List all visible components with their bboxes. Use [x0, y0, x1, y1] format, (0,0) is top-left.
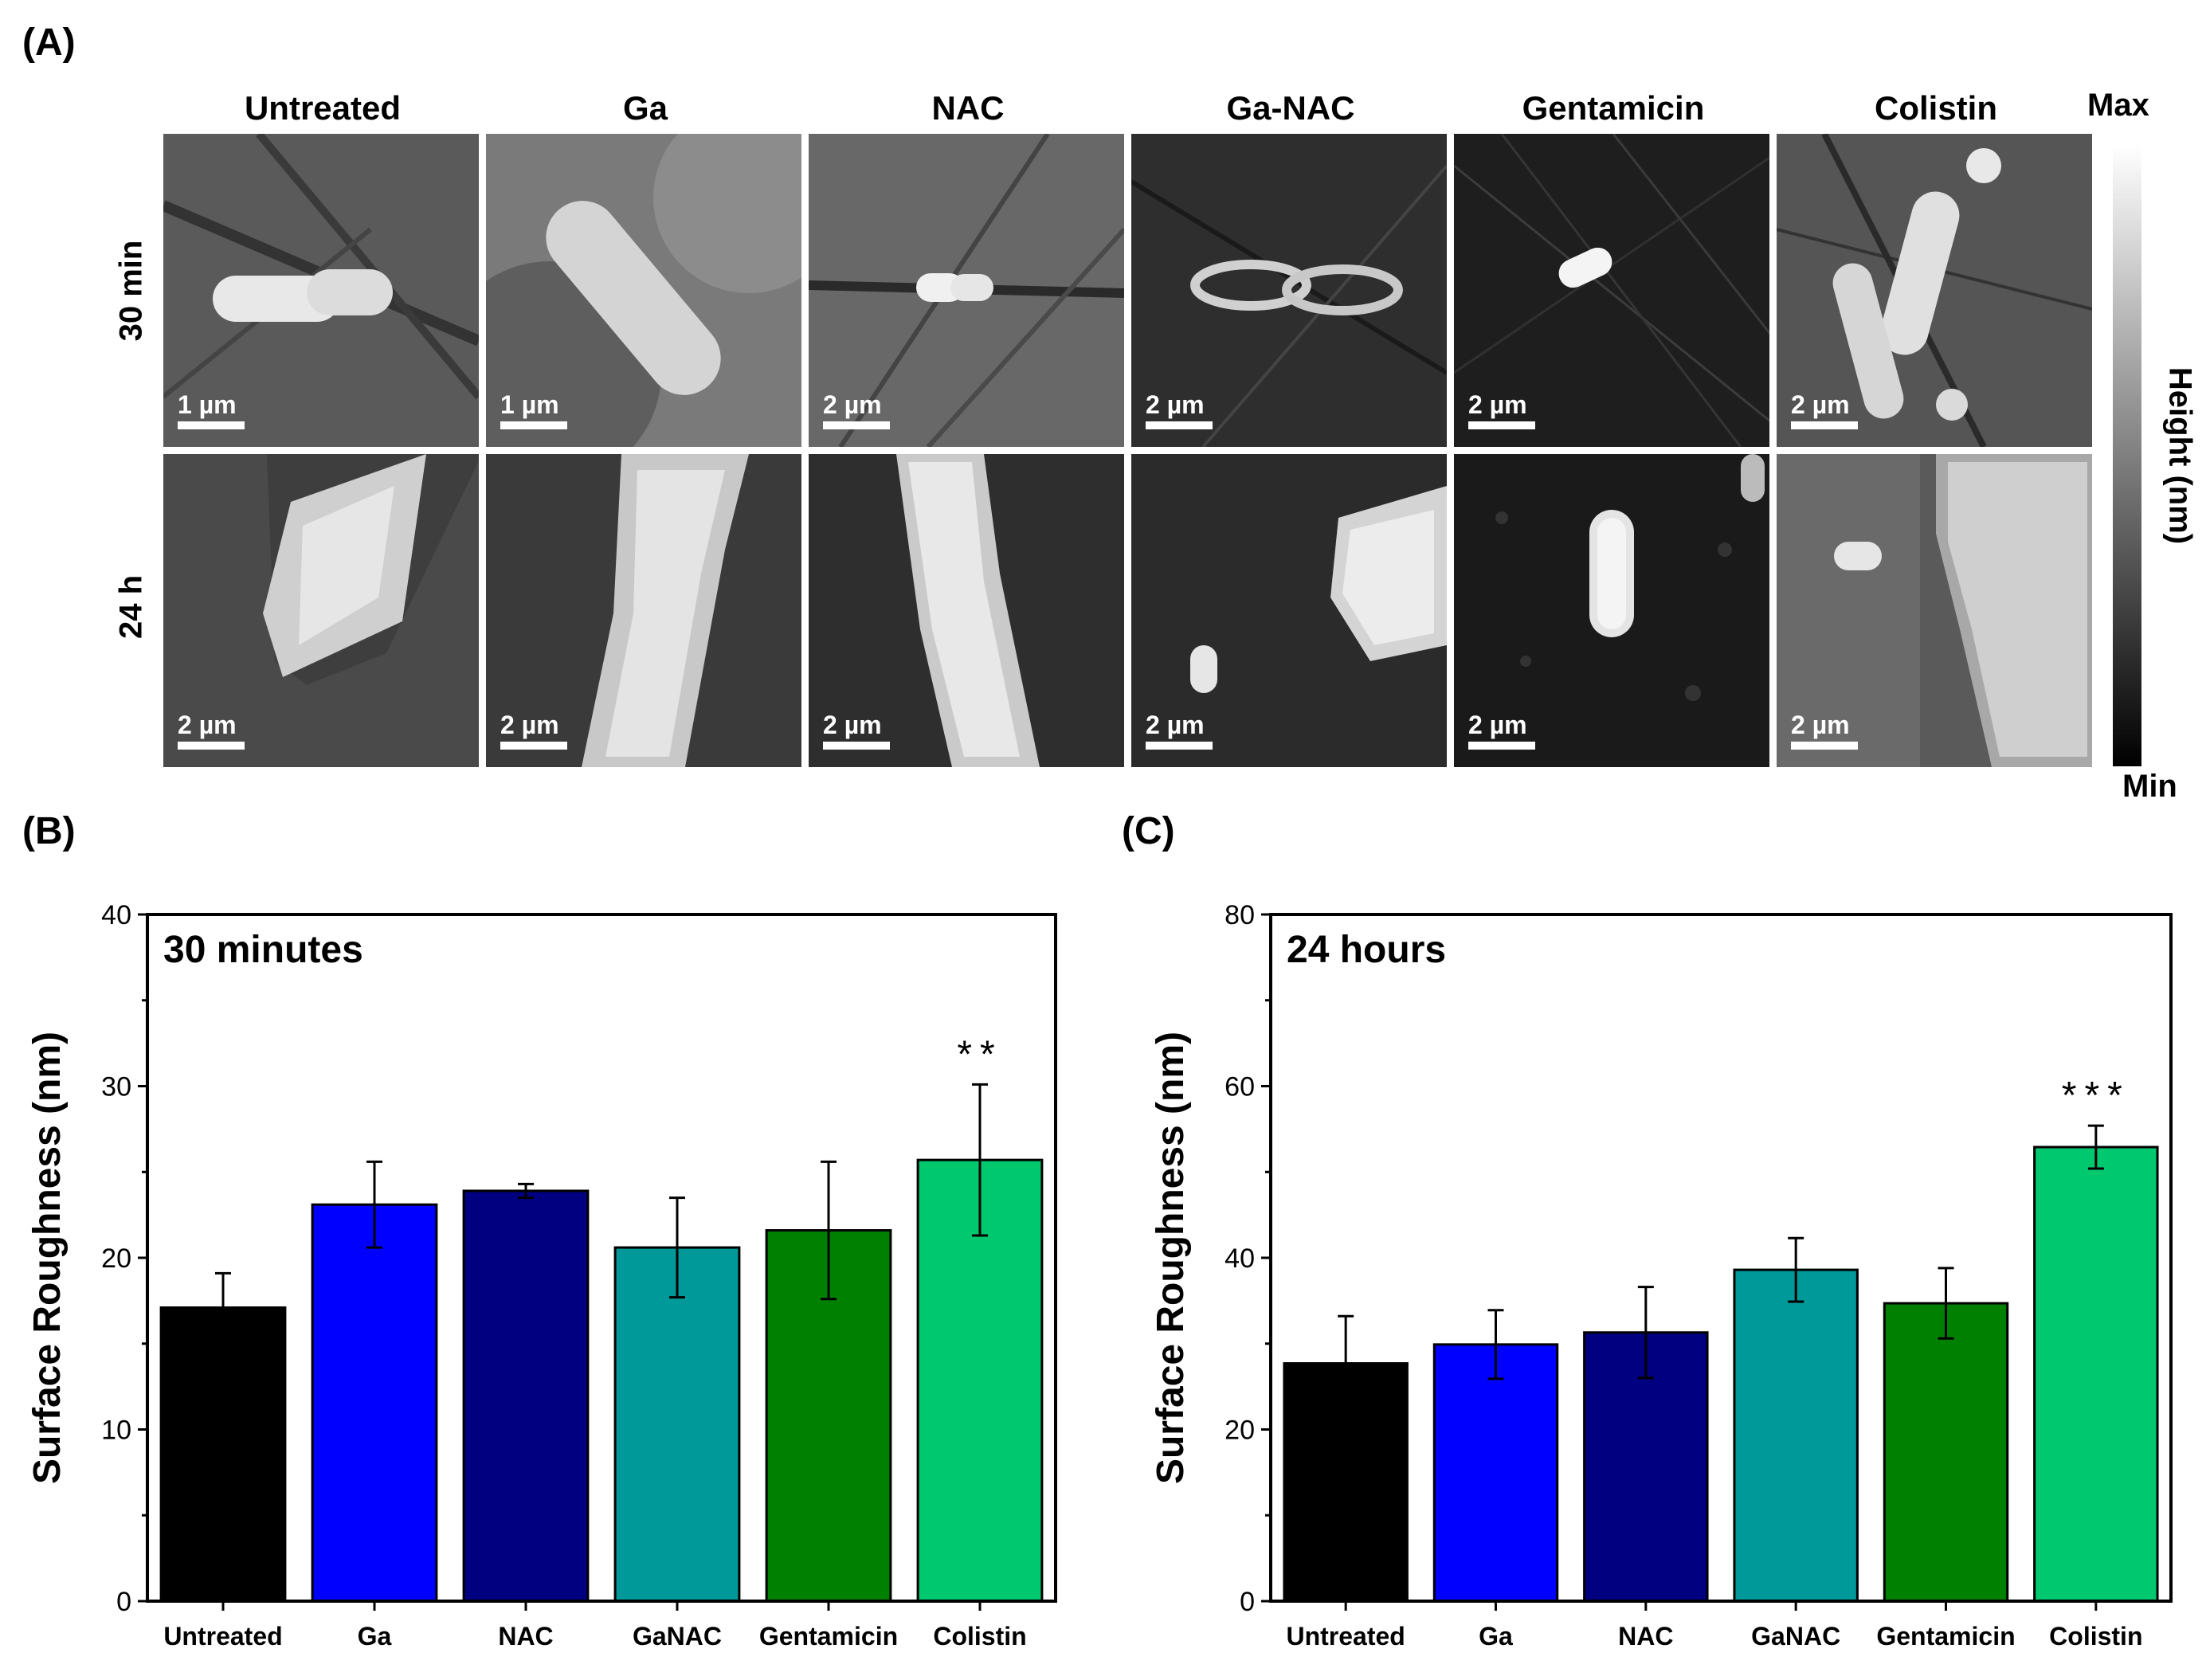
- scale-bar-line: [1468, 421, 1535, 429]
- scale-bar: 2 µm: [823, 390, 890, 429]
- scale-bar-label: 2 µm: [500, 711, 559, 739]
- afm-column-title: Ga-NAC: [1226, 89, 1355, 127]
- bar: [1733, 1268, 1859, 1603]
- afm-image: 2 µm: [486, 454, 801, 767]
- scale-bar-label: 2 µm: [1791, 390, 1850, 419]
- scale-bar-line: [1468, 742, 1535, 750]
- x-tick-label: NAC: [1618, 1622, 1673, 1651]
- scale-bar-label: 2 µm: [1791, 711, 1850, 739]
- x-tick-label: Untreated: [1286, 1622, 1405, 1651]
- y-tick-label: 20: [101, 1243, 131, 1274]
- afm-image: 2 µm: [1131, 134, 1447, 447]
- x-tick-label: NAC: [498, 1622, 553, 1651]
- y-tick-label: 20: [1225, 1416, 1255, 1446]
- colorbar-max-label: Max: [2087, 88, 2149, 123]
- y-tick-label: 80: [1225, 900, 1255, 930]
- scale-bar-line: [1791, 421, 1858, 429]
- scale-bar: 2 µm: [500, 711, 567, 750]
- afm-image: 1 µm: [163, 134, 479, 447]
- x-tick-label: GaNAC: [633, 1622, 722, 1651]
- x-tick-label: GaNAC: [1751, 1622, 1840, 1651]
- scale-bar: 2 µm: [1146, 390, 1213, 429]
- scale-bar: 2 µm: [1146, 711, 1213, 750]
- y-tick-label: 10: [101, 1416, 131, 1446]
- afm-image: 2 µm: [1777, 454, 2092, 767]
- afm-column-title: Ga: [622, 89, 668, 127]
- x-tick-label: Untreated: [163, 1622, 282, 1651]
- bar: [1883, 1302, 2009, 1603]
- afm-image: 2 µm: [1131, 454, 1447, 767]
- x-tick-label: Ga: [1479, 1622, 1513, 1651]
- afm-image: 1 µm: [486, 134, 801, 447]
- afm-column-title: Untreated: [244, 89, 402, 127]
- afm-column-title: Gentamicin: [1522, 89, 1705, 127]
- afm-image: 2 µm: [1454, 134, 1769, 447]
- scale-bar: 2 µm: [1468, 390, 1535, 429]
- plot-frame: [146, 913, 1057, 1603]
- scale-bar: 1 µm: [500, 390, 567, 429]
- scale-bar: 2 µm: [1791, 390, 1858, 429]
- bar: [613, 1246, 741, 1603]
- afm-image: 2 µm: [809, 454, 1124, 767]
- afm-column-title: Colistin: [1875, 89, 1997, 127]
- scale-bar: 2 µm: [1791, 711, 1858, 750]
- y-axis-label: Surface Roughness (nm): [1150, 1032, 1192, 1484]
- bar: [311, 1203, 438, 1603]
- scale-bar-line: [500, 421, 567, 429]
- afm-image: 2 µm: [809, 134, 1124, 447]
- y-tick-label: 0: [1240, 1587, 1255, 1617]
- significance-marker: ***: [2062, 1075, 2130, 1117]
- scale-bar-line: [500, 742, 567, 750]
- afm-image: 2 µm: [1777, 134, 2092, 447]
- x-tick-label: Gentamicin: [759, 1622, 898, 1651]
- chart-annotation: 30 minutes: [163, 929, 363, 971]
- scale-bar-label: 1 µm: [500, 390, 559, 419]
- panel-label-b: (B): [22, 810, 76, 852]
- bar: [1432, 1343, 1559, 1603]
- panel-label-c: (C): [1122, 810, 1175, 852]
- afm-column-title: NAC: [931, 89, 1005, 127]
- scale-bar-line: [1146, 742, 1213, 750]
- bar: [159, 1306, 287, 1603]
- afm-image: 2 µm: [1454, 454, 1769, 767]
- bar: [2033, 1145, 2159, 1603]
- x-tick-label: Colistin: [933, 1622, 1026, 1651]
- y-tick-label: 0: [116, 1587, 131, 1617]
- scale-bar-label: 2 µm: [823, 390, 882, 419]
- scale-bar-line: [1791, 742, 1858, 750]
- scale-bar: 2 µm: [823, 711, 890, 750]
- colorbar-min-label: Min: [2122, 769, 2177, 804]
- scale-bar: 2 µm: [1468, 711, 1535, 750]
- y-tick-label: 40: [101, 900, 131, 930]
- scale-bar-line: [823, 742, 890, 750]
- scale-bar-label: 2 µm: [1468, 390, 1527, 419]
- scale-bar-line: [1146, 421, 1213, 429]
- scale-bar-label: 2 µm: [1146, 390, 1205, 419]
- scale-bar: 1 µm: [178, 390, 245, 429]
- scale-bar-label: 1 µm: [178, 390, 237, 419]
- panel-label-a: (A): [22, 22, 76, 64]
- y-tick-label: 60: [1225, 1072, 1255, 1102]
- scale-bar-line: [178, 421, 245, 429]
- height-colorbar: [2113, 145, 2141, 766]
- scale-bar: 2 µm: [178, 711, 245, 750]
- y-tick-label: 30: [101, 1072, 131, 1102]
- y-axis-label: Surface Roughness (nm): [26, 1032, 69, 1484]
- x-tick-label: Gentamicin: [1876, 1622, 2015, 1651]
- scale-bar-label: 2 µm: [823, 711, 882, 739]
- scale-bar-label: 2 µm: [1468, 711, 1527, 739]
- x-tick-label: Ga: [358, 1622, 392, 1651]
- significance-marker: **: [957, 1033, 1002, 1075]
- scale-bar-line: [823, 421, 890, 429]
- scale-bar-line: [178, 742, 245, 750]
- x-tick-label: Colistin: [2049, 1622, 2142, 1651]
- scale-bar-label: 2 µm: [178, 711, 237, 739]
- y-tick-label: 40: [1225, 1243, 1255, 1274]
- scale-bar-label: 2 µm: [1146, 711, 1205, 739]
- chart-annotation: 24 hours: [1287, 929, 1446, 971]
- afm-image: 2 µm: [163, 454, 479, 767]
- plot-frame: [1269, 913, 2173, 1603]
